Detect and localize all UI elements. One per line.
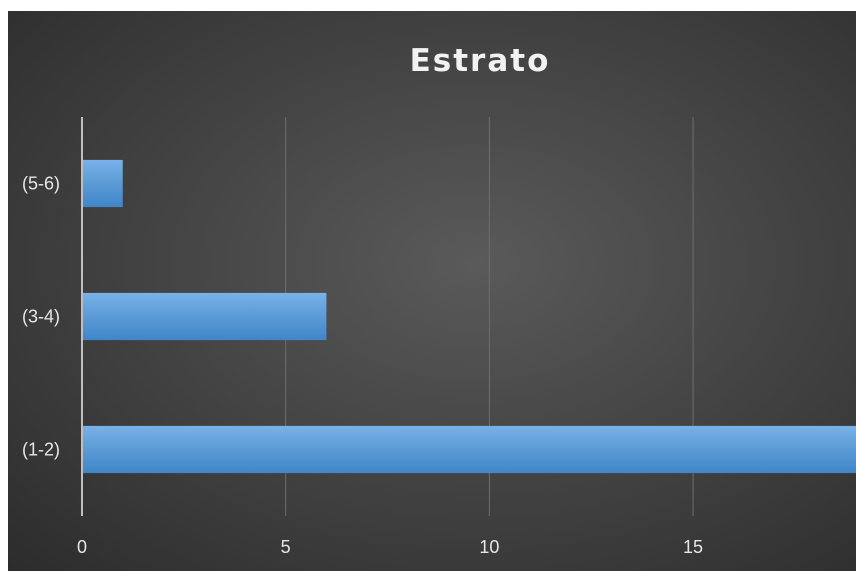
category-label: (1-2) xyxy=(22,440,60,460)
x-tick-label: 5 xyxy=(281,537,291,557)
bars xyxy=(82,159,856,474)
x-tick-label: 0 xyxy=(77,537,87,557)
chart-area: Estrato (1-2) (3-4) (5-6) 0 5 10 15 xyxy=(8,11,856,571)
category-label: (3-4) xyxy=(22,307,60,327)
bar-1-2 xyxy=(82,425,856,474)
bar-3-4 xyxy=(82,292,327,341)
x-tick-label: 10 xyxy=(479,537,499,557)
x-tick-label: 15 xyxy=(683,537,703,557)
category-label: (5-6) xyxy=(22,174,60,194)
chart-title: Estrato xyxy=(410,43,551,79)
bar-5-6 xyxy=(82,159,123,208)
value-axis-labels: 0 5 10 15 xyxy=(77,537,703,557)
bar-chart: Estrato (1-2) (3-4) (5-6) 0 5 10 15 xyxy=(22,43,856,557)
category-labels: (1-2) (3-4) (5-6) xyxy=(22,174,60,460)
